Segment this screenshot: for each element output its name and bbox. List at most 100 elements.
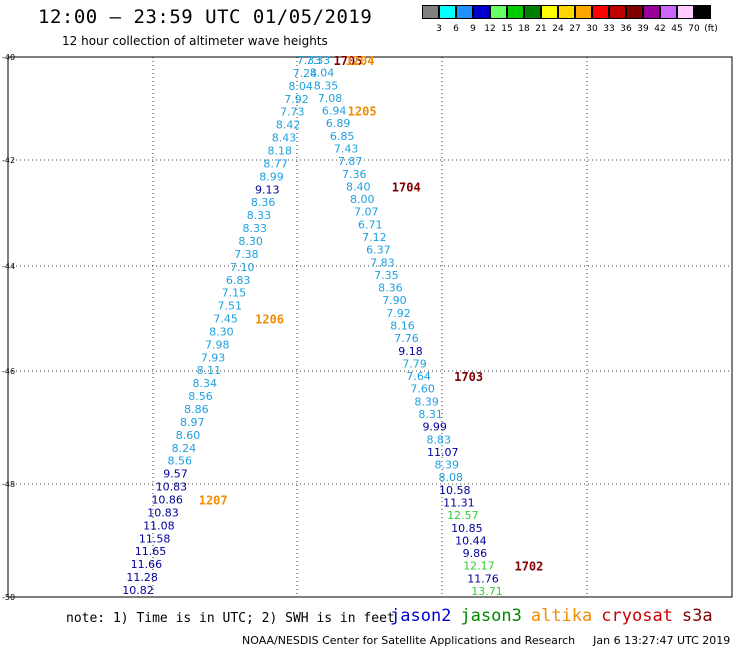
wave-height-value: 11.58 [139,532,171,545]
latitude-tick-label: -42 [2,156,15,165]
wave-height-value: 7.83 [370,256,395,269]
colorbar-label: (ft) [704,24,718,34]
wave-height-value: 8.39 [435,459,460,472]
generated-timestamp: Jan 6 13:27:47 UTC 2019 [593,634,731,647]
wave-height-value: 8.43 [272,132,297,145]
wave-height-value: 9.86 [463,547,488,560]
wave-height-value: 10.44 [455,534,487,547]
wave-height-value: 10.83 [147,506,179,519]
wave-height-value: 11.76 [467,572,499,585]
colorbar-label: 70 [688,24,700,34]
wave-height-value: 6.71 [358,218,383,231]
wave-height-value: 8.11 [197,364,222,377]
wave-height-value: 6.89 [326,117,351,130]
colorbar-swatch [524,5,541,19]
colorbar-swatch [507,5,524,19]
wave-height-value: 7.08 [318,92,343,105]
colorbar-label: 27 [569,24,581,34]
satellite-legend: jason2 jason3 altika cryosat s3a [390,606,722,626]
wave-height-value: 7.33 [297,54,322,67]
wave-height-value: 8.04 [288,80,313,93]
wave-height-value: 9.18 [398,345,423,358]
wave-height-value: 8.56 [188,390,213,403]
pass-time-label: 1207 [199,494,228,508]
pass-time-label: 1703 [454,370,483,384]
colorbar-swatch [626,5,643,19]
wave-height-value: 7.93 [201,351,226,364]
wave-height-value: 6.83 [226,274,251,287]
colorbar-label: 15 [501,24,513,34]
pass-time-label: 1204 [346,54,375,68]
wave-height-value: 8.39 [414,395,439,408]
wave-height-value: 7.51 [218,300,243,313]
wave-height-value: 11.08 [143,519,175,532]
wave-height-value: 10.85 [451,522,483,535]
wave-height-value: 8.24 [172,442,197,455]
wave-height-value: 7.76 [394,332,419,345]
legend-satellite-jason3: jason3 [460,606,522,626]
pass-time-label: 1704 [392,180,421,194]
colorbar-swatch [609,5,626,19]
wave-height-value: 8.40 [346,180,371,193]
wave-height-value: 7.07 [354,206,379,219]
colorbar-label: 42 [654,24,666,34]
wave-height-value: 7.60 [410,383,435,396]
wave-height-value: 11.07 [427,446,459,459]
colorbar-swatch [643,5,660,19]
latitude-tick-label: -40 [2,53,15,62]
legend-satellite-jason2: jason2 [390,606,452,626]
colorbar-swatch [694,5,711,19]
colorbar-label: 6 [453,24,459,34]
units-note: note: 1) Time is in UTC; 2) SWH is in fe… [66,611,395,626]
pass-time-label: 1702 [514,560,543,574]
wave-height-value: 7.87 [338,155,363,168]
wave-height-value: 7.45 [213,313,238,326]
wave-height-value: 7.35 [374,269,399,282]
colorbar-swatch [456,5,473,19]
wave-height-value: 7.33 [306,54,331,67]
colorbar-label: 33 [603,24,615,34]
wave-height-value: 8.08 [439,471,464,484]
wave-height-value: 9.13 [255,183,280,196]
wave-height-value: 7.73 [280,106,305,119]
colorbar-label: 45 [671,24,683,34]
wave-height-value: 7.24 [293,67,318,80]
colorbar-swatch [558,5,575,19]
wave-height-value: 7.38 [234,248,259,261]
colorbar-swatch [677,5,694,19]
colorbar-label: 24 [552,24,564,34]
legend-satellite-s3a: s3a [681,606,713,626]
wave-height-value: 6.94 [322,105,347,118]
colorbar-label: 39 [637,24,649,34]
legend-satellite-altika: altika [530,606,593,626]
wave-height-value: 8.99 [259,170,284,183]
wave-height-value: 8.86 [184,403,209,416]
wave-height-value: 8.42 [276,119,301,132]
colorbar-swatch [541,5,558,19]
colorbar-label: 36 [620,24,632,34]
wave-height-value: 12.17 [463,560,495,573]
wave-height-value: 11.66 [131,558,163,571]
colorbar-swatch [660,5,677,19]
colorbar-swatch [490,5,507,19]
wave-height-value: 8.36 [378,282,403,295]
colorbar-label: 9 [470,24,476,34]
wave-height-value: 11.31 [443,497,475,510]
wave-height-value: 8.56 [167,455,192,468]
colorbar-swatch [473,5,490,19]
wave-height-value: 8.83 [426,433,451,446]
colorbar-swatch [592,5,609,19]
colorbar-swatch [422,5,439,19]
chart-subtitle: 12 hour collection of altimeter wave hei… [62,34,328,48]
wave-height-value: 6.85 [330,130,355,143]
map-frame [7,56,733,598]
credit-text: NOAA/NESDIS Center for Satellite Applica… [242,634,576,647]
wave-height-value: 7.36 [342,168,367,181]
wave-height-value: 8.16 [390,320,415,333]
pass-time-label: 1705 [334,54,363,68]
wave-height-value: 10.82 [122,584,154,597]
wave-height-value: 10.86 [151,494,183,507]
wave-height-value: 7.90 [382,294,407,307]
chart-title: 12:00 — 23:59 UTC 01/05/2019 [38,6,373,28]
wave-height-value: 8.36 [251,196,276,209]
